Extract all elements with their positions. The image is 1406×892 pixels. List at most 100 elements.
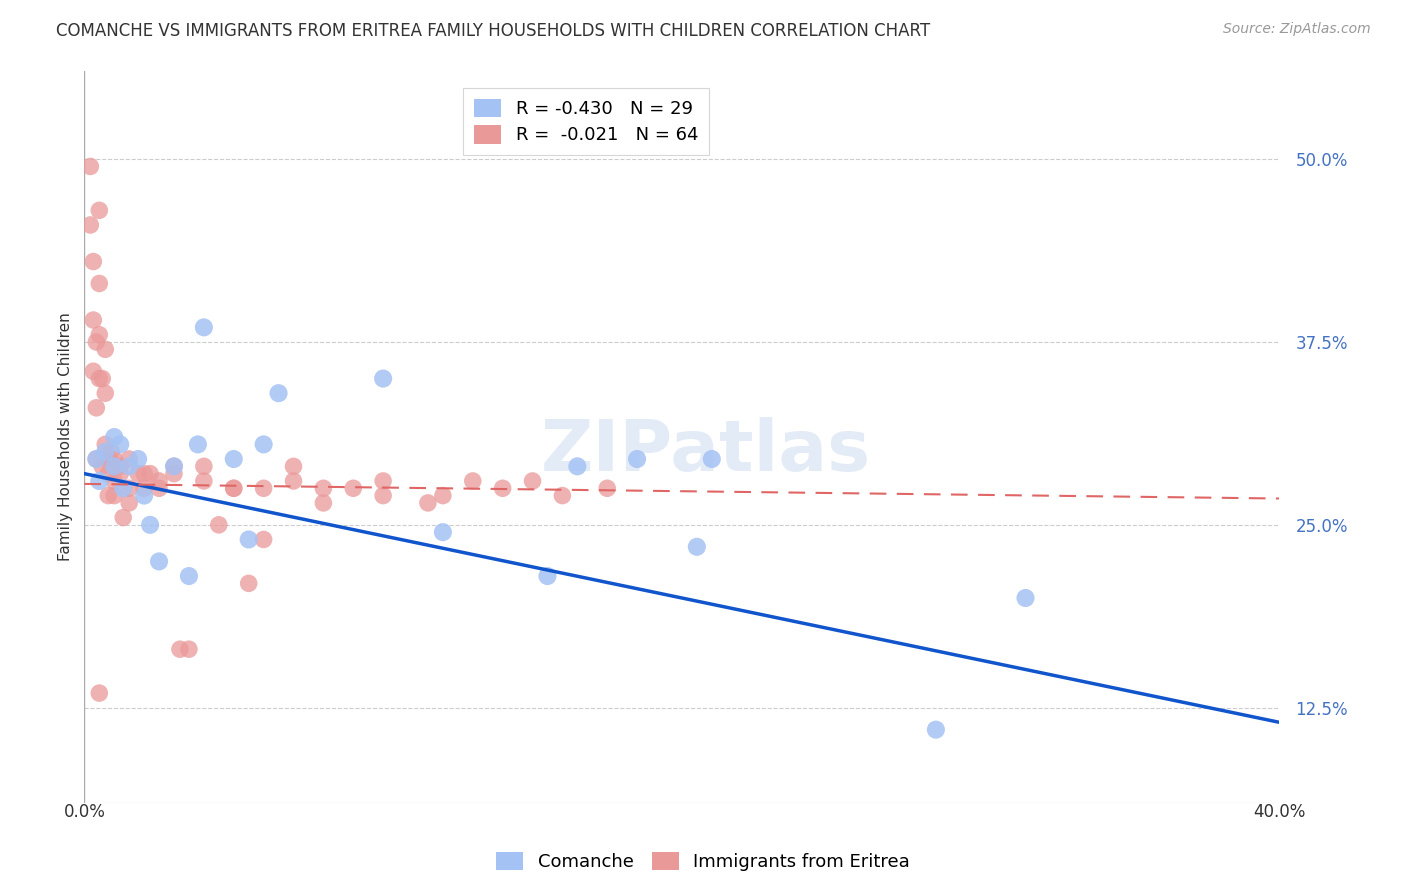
- Point: [103, 474, 125, 488]
- Text: Source: ZipAtlas.com: Source: ZipAtlas.com: [1223, 22, 1371, 37]
- Point: [118, 459, 141, 474]
- Point: [112, 481, 135, 495]
- Point: [86, 452, 108, 467]
- Point: [177, 642, 200, 657]
- Point: [139, 467, 162, 481]
- Point: [110, 459, 132, 474]
- Point: [267, 386, 290, 401]
- Point: [89, 327, 111, 342]
- Text: ZIPatlas: ZIPatlas: [541, 417, 870, 486]
- Point: [89, 203, 111, 218]
- Point: [118, 452, 141, 467]
- Point: [97, 452, 120, 467]
- Point: [208, 517, 231, 532]
- Point: [79, 160, 101, 174]
- Point: [118, 496, 141, 510]
- Point: [86, 452, 108, 467]
- Point: [193, 320, 215, 334]
- Point: [169, 642, 191, 657]
- Point: [187, 437, 209, 451]
- Point: [94, 343, 117, 357]
- Point: [312, 496, 335, 510]
- Point: [86, 334, 108, 349]
- Point: [86, 401, 108, 415]
- Point: [163, 467, 186, 481]
- Point: [110, 467, 132, 481]
- Point: [238, 576, 260, 591]
- Point: [89, 371, 111, 385]
- Point: [342, 481, 364, 495]
- Point: [432, 525, 454, 540]
- Point: [925, 723, 948, 737]
- Point: [82, 364, 104, 378]
- Point: [103, 459, 125, 474]
- Point: [283, 459, 305, 474]
- Point: [222, 481, 245, 495]
- Point: [91, 371, 114, 385]
- Point: [112, 510, 135, 524]
- Point: [79, 218, 101, 232]
- Point: [193, 474, 215, 488]
- Point: [148, 481, 170, 495]
- Point: [567, 459, 589, 474]
- Point: [522, 474, 544, 488]
- Point: [132, 467, 156, 481]
- Point: [94, 437, 117, 451]
- Point: [148, 474, 170, 488]
- Point: [163, 459, 186, 474]
- Point: [82, 313, 104, 327]
- Point: [222, 452, 245, 467]
- Point: [253, 437, 276, 451]
- Point: [82, 254, 104, 268]
- Point: [177, 569, 200, 583]
- Point: [163, 459, 186, 474]
- Point: [373, 474, 395, 488]
- Point: [110, 437, 132, 451]
- Point: [283, 474, 305, 488]
- Point: [94, 444, 117, 458]
- Point: [373, 371, 395, 385]
- Point: [132, 489, 156, 503]
- Point: [91, 459, 114, 474]
- Point: [551, 489, 574, 503]
- Point: [373, 489, 395, 503]
- Point: [238, 533, 260, 547]
- Point: [127, 467, 149, 481]
- Point: [97, 489, 120, 503]
- Point: [536, 569, 558, 583]
- Point: [132, 481, 156, 495]
- Point: [139, 517, 162, 532]
- Point: [432, 489, 454, 503]
- Point: [103, 459, 125, 474]
- Point: [148, 554, 170, 568]
- Point: [700, 452, 723, 467]
- Point: [626, 452, 648, 467]
- Point: [222, 481, 245, 495]
- Point: [253, 481, 276, 495]
- Point: [97, 467, 120, 481]
- Point: [596, 481, 619, 495]
- Y-axis label: Family Households with Children: Family Households with Children: [58, 313, 73, 561]
- Text: 0.0%: 0.0%: [63, 803, 105, 821]
- Text: 40.0%: 40.0%: [1253, 803, 1306, 821]
- Point: [312, 481, 335, 495]
- Point: [103, 489, 125, 503]
- Point: [89, 686, 111, 700]
- Point: [100, 444, 122, 458]
- Point: [89, 474, 111, 488]
- Point: [193, 459, 215, 474]
- Point: [253, 533, 276, 547]
- Point: [416, 496, 439, 510]
- Point: [492, 481, 515, 495]
- Point: [103, 452, 125, 467]
- Point: [94, 386, 117, 401]
- Point: [127, 452, 149, 467]
- Point: [686, 540, 709, 554]
- Point: [118, 481, 141, 495]
- Point: [103, 430, 125, 444]
- Point: [1014, 591, 1036, 605]
- Point: [461, 474, 484, 488]
- Text: COMANCHE VS IMMIGRANTS FROM ERITREA FAMILY HOUSEHOLDS WITH CHILDREN CORRELATION : COMANCHE VS IMMIGRANTS FROM ERITREA FAMI…: [56, 22, 931, 40]
- Point: [89, 277, 111, 291]
- Legend: R = -0.430   N = 29, R =  -0.021   N = 64: R = -0.430 N = 29, R = -0.021 N = 64: [464, 87, 709, 155]
